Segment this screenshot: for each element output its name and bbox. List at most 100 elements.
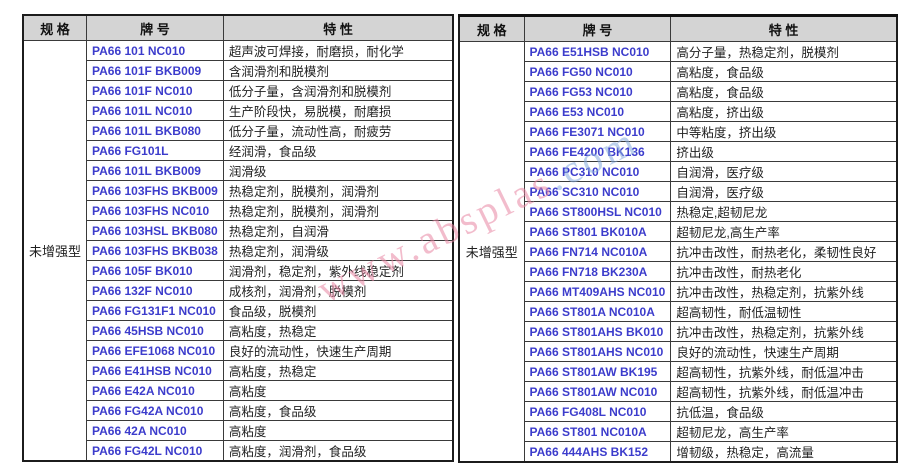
table-row: PA66 ST801AHS NC010 良好的流动性，快速生产周期	[459, 341, 898, 362]
table-row: PA66 E41HSB NC010 高粘度，热稳定	[23, 360, 454, 381]
feature-cell: 抗冲击改性，热稳定剂，抗紫外线	[670, 321, 898, 342]
feature-cell: 超韧尼龙，高生产率	[670, 421, 898, 442]
feature-cell: 热稳定剂，自润滑	[222, 220, 454, 241]
grade-cell: PA66 103FHS NC010	[86, 200, 224, 221]
spec-cell: 未增强型	[458, 41, 525, 463]
grade-cell: PA66 ST800HSL NC010	[523, 201, 672, 222]
grade-cell: PA66 103FHS BKB009	[86, 180, 224, 201]
table: 规 格 牌 号 特 性 未增强型 PA66 101 NC010 超声波可焊接，耐磨损…	[22, 14, 455, 462]
grade-cell: PA66 ST801AW BK195	[523, 361, 672, 382]
table-row: PA66 ST801 BK010A 超韧尼龙,高生产率	[459, 221, 898, 242]
feature-cell: 自润滑，医疗级	[670, 161, 898, 182]
feature-cell: 中等粘度，挤出级	[670, 121, 898, 142]
table-row: PA66 ST801AW NC010 超高韧性，抗紫外线，耐低温冲击	[459, 381, 898, 402]
header-feature: 特 性	[670, 15, 898, 42]
table-row: PA66 FG131F1 NC010 食品级，脱模剂	[23, 300, 454, 321]
header-row: 规 格 牌 号 特 性	[22, 14, 454, 41]
feature-cell: 高粘度，食品级	[670, 81, 898, 102]
feature-cell: 润滑剂，稳定剂，紫外线稳定剂	[222, 260, 454, 281]
grade-cell: PA66 E41HSB NC010	[86, 360, 224, 381]
feature-cell: 增韧级，热稳定，高流量	[670, 441, 898, 463]
feature-cell: 低分子量，含润滑剂和脱模剂	[222, 80, 454, 101]
table-row: PA66 ST801AW BK195 超高韧性，抗紫外线，耐低温冲击	[459, 361, 898, 382]
feature-cell: 抗冲击改性，热稳定剂，抗紫外线	[670, 281, 898, 302]
feature-cell: 挤出级	[670, 141, 898, 162]
grade-cell: PA66 105F BK010	[86, 260, 224, 281]
feature-cell: 自润滑，医疗级	[670, 181, 898, 202]
grade-cell: PA66 FG101L	[86, 140, 224, 161]
grade-cell: PA66 E51HSB NC010	[523, 41, 672, 62]
table-row: PA66 FN714 NC010A 抗冲击改性，耐热老化，柔韧性良好	[459, 241, 898, 262]
table-row: PA66 MT409AHS NC010 抗冲击改性，热稳定剂，抗紫外线	[459, 281, 898, 302]
header-spec: 规 格	[458, 15, 525, 42]
grade-cell: PA66 FG42A NC010	[86, 400, 224, 421]
table-row: PA66 101L BKB080 低分子量，流动性高，耐疲劳	[23, 120, 454, 141]
header-row: 规 格 牌 号 特 性	[458, 15, 898, 42]
grades-table-left: 规 格 牌 号 特 性 未增强型 PA66 101 NC010 超声波可焊接，耐磨损…	[22, 14, 455, 462]
feature-cell: 高粘度	[222, 380, 454, 401]
feature-cell: 高粘度，热稳定	[222, 320, 454, 341]
header-grade: 牌 号	[523, 15, 672, 42]
table-row: PA66 FG42L NC010 高粘度，润滑剂，食品级	[23, 440, 454, 462]
table-row: PA66 101L NC010 生产阶段快，易脱模，耐磨损	[23, 100, 454, 121]
table-row: PA66 42A NC010 高粘度	[23, 420, 454, 441]
grade-cell: PA66 FG53 NC010	[523, 81, 672, 102]
grade-cell: PA66 ST801AW NC010	[523, 381, 672, 402]
header-spec: 规 格	[22, 14, 88, 41]
table-row: PA66 E53 NC010 高粘度，挤出级	[459, 101, 898, 122]
grade-cell: PA66 FG408L NC010	[523, 401, 672, 422]
feature-cell: 含润滑剂和脱模剂	[222, 60, 454, 81]
grade-cell: PA66 444AHS BK152	[523, 441, 672, 463]
feature-cell: 生产阶段快，易脱模，耐磨损	[222, 100, 454, 121]
table-row: PA66 103FHS BKB009 热稳定剂，脱模剂，润滑剂	[23, 180, 454, 201]
grade-cell: PA66 45HSB NC010	[86, 320, 224, 341]
feature-cell: 高粘度	[222, 420, 454, 441]
feature-cell: 经润滑，食品级	[222, 140, 454, 161]
feature-cell: 高粘度，润滑剂，食品级	[222, 440, 454, 462]
grade-cell: PA66 FN718 BK230A	[523, 261, 672, 282]
header-grade: 牌 号	[86, 14, 224, 41]
feature-cell: 高粘度，挤出级	[670, 101, 898, 122]
grade-cell: PA66 ST801A NC010A	[523, 301, 672, 322]
table-row: PA66 SC310 NC010 自润滑，医疗级	[459, 181, 898, 202]
feature-cell: 超高韧性，抗紫外线，耐低温冲击	[670, 361, 898, 382]
grade-cell: PA66 FG131F1 NC010	[86, 300, 224, 321]
feature-cell: 超高韧性，耐低温韧性	[670, 301, 898, 322]
grade-cell: PA66 101L NC010	[86, 100, 224, 121]
table-row: 未增强型 PA66 101 NC010 超声波可焊接，耐磨损，耐化学	[22, 40, 454, 462]
feature-cell: 超声波可焊接，耐磨损，耐化学	[222, 40, 454, 61]
table-row: PA66 FG101L 经润滑，食品级	[23, 140, 454, 161]
feature-cell: 抗冲击改性，耐热老化，柔韧性良好	[670, 241, 898, 262]
grade-cell: PA66 ST801 NC010A	[523, 421, 672, 442]
table-row: PA66 105F BK010 润滑剂，稳定剂，紫外线稳定剂	[23, 260, 454, 281]
table-row: PA66 FE4200 BK136 挤出级	[459, 141, 898, 162]
table-row: PA66 FE3071 NC010 中等粘度，挤出级	[459, 121, 898, 142]
grades-table-right: 规 格 牌 号 特 性 未增强型 PA66 E51HSB NC010 高分子量，热稳…	[458, 14, 898, 463]
table-row: PA66 FG42A NC010 高粘度，食品级	[23, 400, 454, 421]
feature-cell: 抗低温，食品级	[670, 401, 898, 422]
grade-cell: PA66 FE4200 BK136	[523, 141, 672, 162]
grade-cell: PA66 132F NC010	[86, 280, 224, 301]
table-row: PA66 FG53 NC010 高粘度，食品级	[459, 81, 898, 102]
feature-cell: 热稳定剂，脱模剂，润滑剂	[222, 180, 454, 201]
spec-cell: 未增强型	[22, 40, 88, 462]
grade-cell: PA66 PC310 NC010	[523, 161, 672, 182]
table-row: PA66 ST801A NC010A 超高韧性，耐低温韧性	[459, 301, 898, 322]
feature-cell: 热稳定,超韧尼龙	[670, 201, 898, 222]
table-row: PA66 FG408L NC010 抗低温，食品级	[459, 401, 898, 422]
feature-cell: 超韧尼龙,高生产率	[670, 221, 898, 242]
feature-cell: 热稳定剂，润滑级	[222, 240, 454, 261]
feature-cell: 食品级，脱模剂	[222, 300, 454, 321]
feature-cell: 高粘度，食品级	[670, 61, 898, 82]
grade-cell: PA66 101L BKB080	[86, 120, 224, 141]
feature-cell: 抗冲击改性，耐热老化	[670, 261, 898, 282]
grade-cell: PA66 FG50 NC010	[523, 61, 672, 82]
grade-cell: PA66 103HSL BKB080	[86, 220, 224, 241]
table: 规 格 牌 号 特 性 未增强型 PA66 E51HSB NC010 高分子量，热稳…	[458, 14, 898, 463]
grade-cell: PA66 ST801AHS BK010	[523, 321, 672, 342]
feature-cell: 高分子量，热稳定剂，脱模剂	[670, 41, 898, 62]
feature-cell: 成核剂，润滑剂，脱模剂	[222, 280, 454, 301]
grade-cell: PA66 E42A NC010	[86, 380, 224, 401]
feature-cell: 良好的流动性，快速生产周期	[670, 341, 898, 362]
table-row: PA66 132F NC010 成核剂，润滑剂，脱模剂	[23, 280, 454, 301]
